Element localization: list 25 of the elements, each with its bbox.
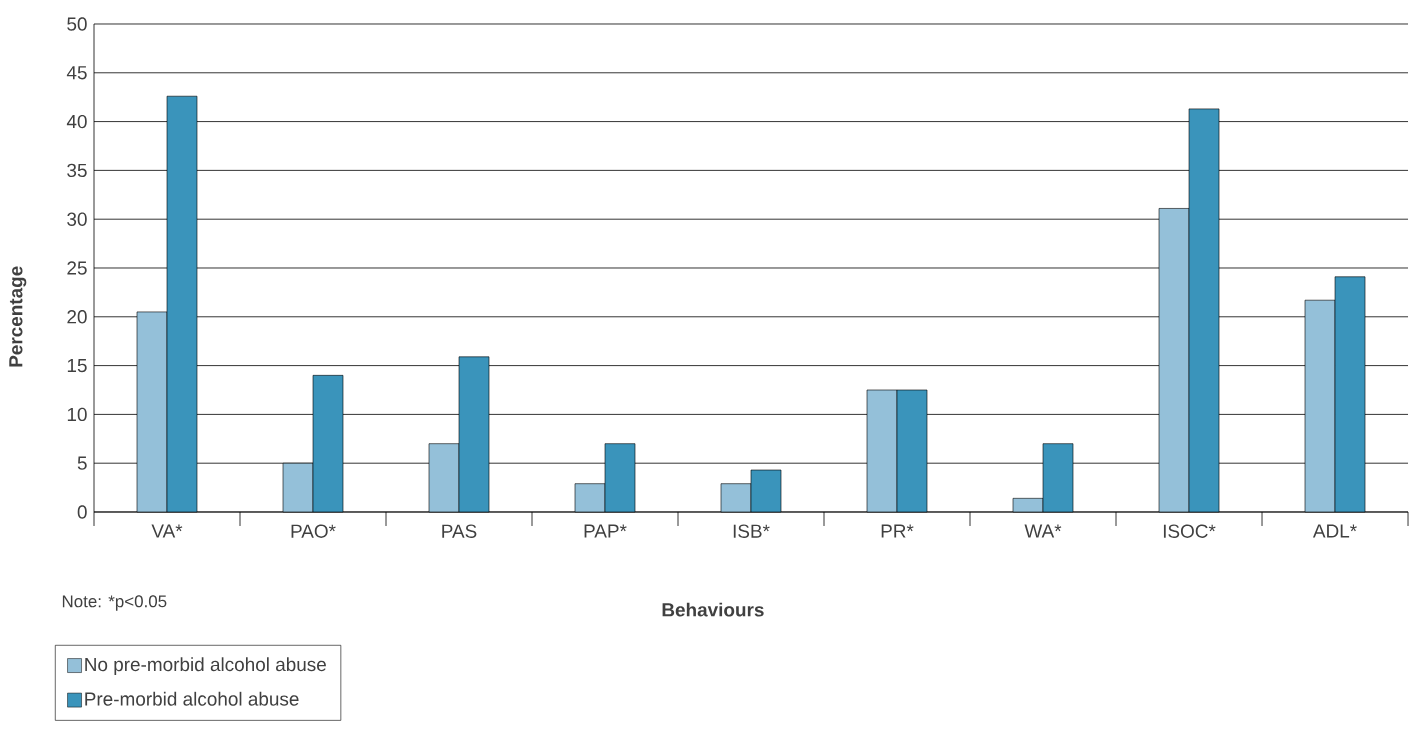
y-axis-title: Percentage — [9, 266, 27, 367]
x-tick-label: PR* — [881, 524, 914, 538]
x-tick-label: PAO* — [291, 524, 336, 538]
y-tick-label: 45 — [66, 66, 87, 80]
x-axis-title: Behaviours — [662, 602, 764, 617]
x-tick-label: ADL* — [1312, 524, 1357, 538]
x-tick-label: VA* — [151, 524, 183, 538]
y-tick-label: 5 — [77, 456, 87, 470]
x-tick-label: PAS — [442, 524, 477, 538]
y-tick-label: 0 — [77, 505, 87, 519]
x-tick-label: WA* — [1024, 524, 1062, 538]
y-tick-label: 25 — [67, 261, 87, 275]
text: Note: *p<0.05 — [62, 595, 167, 611]
y-tick-label: 35 — [67, 163, 87, 178]
legend-label: Pre-morbid alcohol abuse — [85, 691, 299, 706]
y-tick-label: 50 — [67, 17, 87, 31]
y-tick-label: 40 — [66, 114, 87, 129]
y-tick-label: 30 — [67, 212, 87, 226]
x-tick-label: ISOC* — [1163, 524, 1216, 538]
x-tick-label: ISB* — [733, 524, 770, 538]
y-tick-label: 20 — [67, 310, 87, 324]
y-tick-label: 15 — [67, 359, 87, 373]
legend-label: No pre-morbid alcohol abuse — [85, 657, 326, 675]
y-tick-label: 10 — [67, 407, 87, 422]
x-tick-label: PAP* — [584, 524, 627, 538]
